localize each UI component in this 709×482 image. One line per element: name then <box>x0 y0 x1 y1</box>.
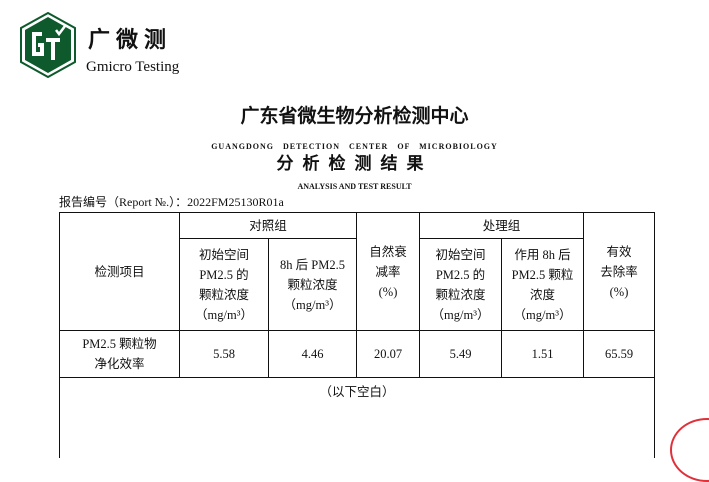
cell-trt-initial: 5.49 <box>419 330 502 378</box>
document-title: 广东省微生物分析检测中心 <box>240 105 469 127</box>
cell-item-text: PM2.5 颗粒物 净化效率 <box>82 337 157 371</box>
header-trt-initial-unit: （mg/m³） <box>431 307 490 322</box>
header-trt-initial: 初始空间 PM2.5 的 颗粒浓度 （mg/m³） <box>419 238 502 331</box>
brand-name-en: Gmicro Testing <box>86 59 180 75</box>
header-removal-rate: 有效 去除率 (%) <box>583 212 655 331</box>
document-subtitle: 分析检测结果 <box>276 154 433 174</box>
results-table: 检测项目 对照组 自然衰 减率 (%) 处理组 有效 去除率 (%) 初始空间 PM… <box>59 212 655 458</box>
header-item: 检测项目 <box>59 212 180 331</box>
header-trt-8h: 作用 8h 后 PM2.5 颗粒浓度 （mg/m³） <box>501 238 584 331</box>
brand-name-cn: 广微测 <box>88 28 173 53</box>
cell-trt-8h: 1.51 <box>501 330 584 378</box>
cell-removal-rate: 65.59 <box>583 330 655 378</box>
header-natural-decay-label: 自然衰 减率 <box>369 244 407 279</box>
header-ctrl-8h: 8h 后 PM2.5 颗粒浓度 （mg/m³） <box>268 238 357 331</box>
header-ctrl-8h-label: 8h 后 PM2.5 颗粒浓度 <box>280 257 345 292</box>
header-natural-decay: 自然衰 减率 (%) <box>356 212 420 331</box>
report-number: 报告编号（Report №.）：2022FM25130R01a <box>59 195 284 209</box>
cell-ctrl-8h: 4.46 <box>268 330 357 378</box>
cell-ctrl-initial: 5.58 <box>179 330 269 378</box>
header-treatment-group: 处理组 <box>419 212 584 239</box>
blank-note: （以下空白） <box>59 377 655 458</box>
header-ctrl-8h-unit: （mg/m³） <box>283 297 342 312</box>
header-ctrl-initial-unit: （mg/m³） <box>195 307 253 322</box>
cell-natural-decay: 20.07 <box>356 330 420 378</box>
document-title-en: GUANGDONG DETECTION CENTER OF MICROBIOLO… <box>211 142 498 151</box>
document-subtitle-en: ANALYSIS AND TEST RESULT <box>297 182 412 191</box>
header-trt-8h-unit: （mg/m³） <box>513 307 572 322</box>
header-ctrl-initial: 初始空间 PM2.5 的 颗粒浓度 （mg/m³） <box>179 238 269 331</box>
header-trt-initial-label: 初始空间 PM2.5 的 颗粒浓度 <box>435 247 486 302</box>
table-row: PM2.5 颗粒物 净化效率 5.58 4.46 20.07 5.49 1.51… <box>59 330 655 378</box>
header-trt-8h-label: 作用 8h 后 PM2.5 颗粒浓度 <box>511 247 574 302</box>
header-natural-decay-unit: (%) <box>378 284 398 299</box>
header-ctrl-initial-label: 初始空间 PM2.5 的 颗粒浓度 <box>198 247 249 302</box>
header-removal-rate-unit: (%) <box>609 284 629 299</box>
cell-item: PM2.5 颗粒物 净化效率 <box>59 330 180 378</box>
header-removal-rate-label: 有效 去除率 <box>600 244 638 279</box>
gmicro-logo <box>20 12 76 78</box>
header-control-group: 对照组 <box>179 212 357 239</box>
official-stamp <box>670 418 709 482</box>
